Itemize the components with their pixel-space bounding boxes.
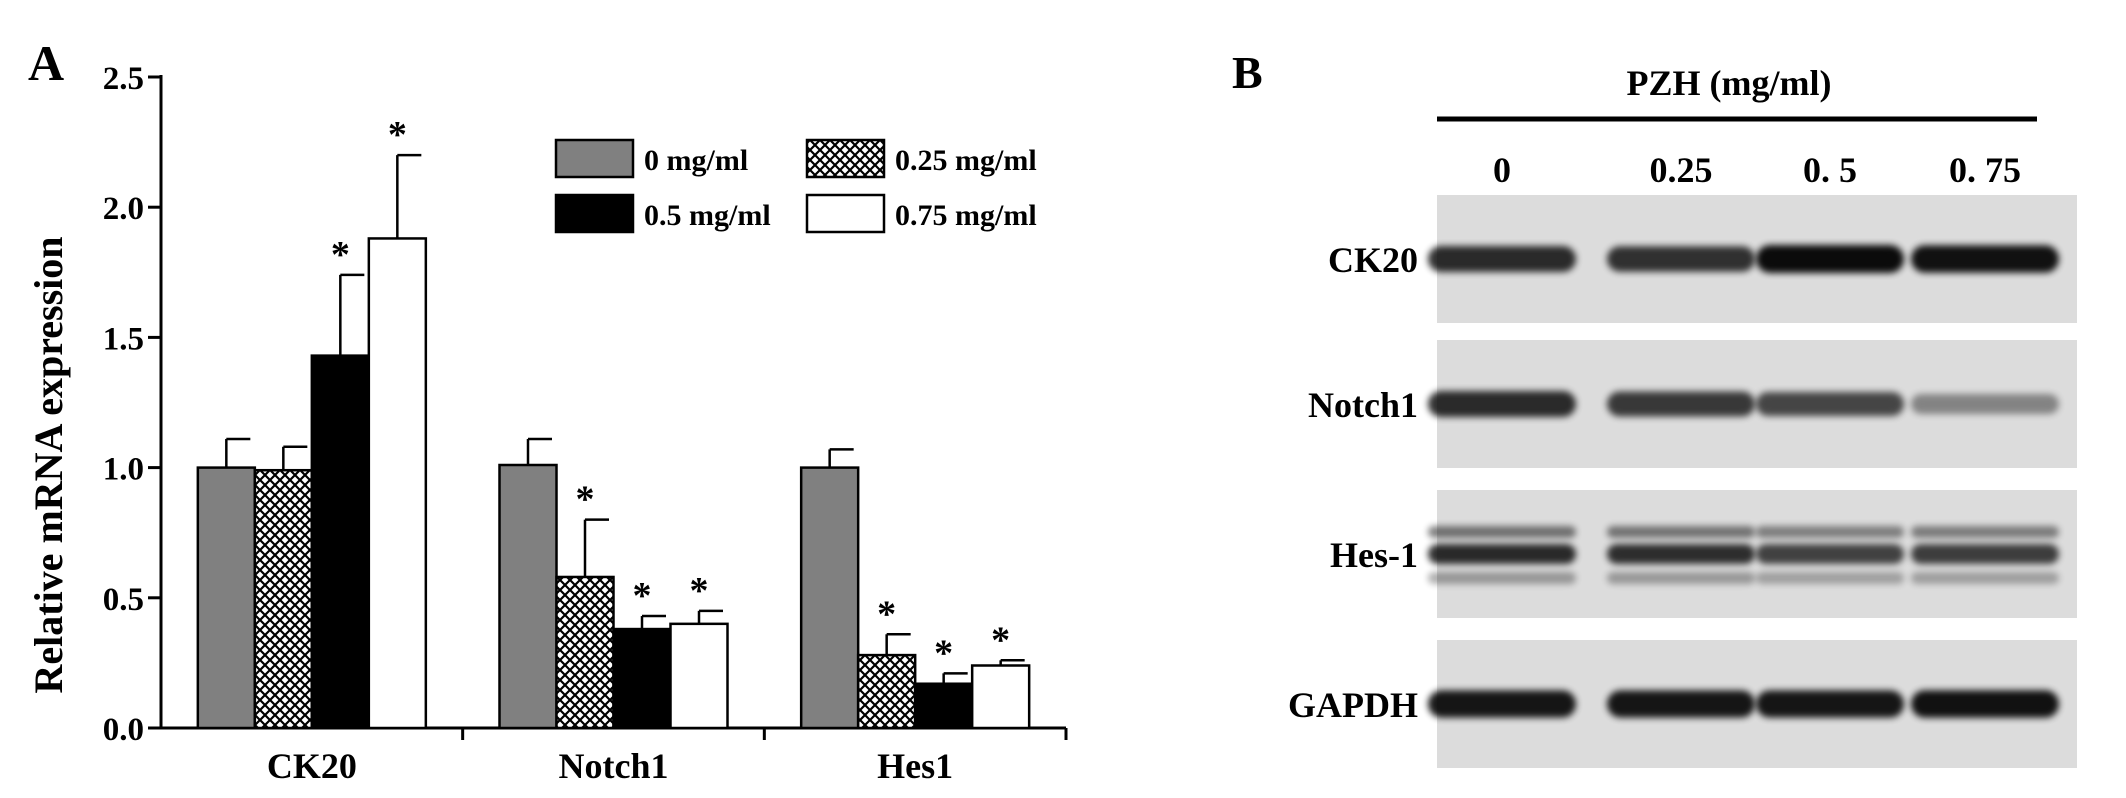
bar-series: * * * * * * * *	[196, 114, 1031, 730]
x-tick-label: Hes1	[877, 746, 953, 786]
y-tick-label: 1.5	[103, 321, 144, 357]
blot-band	[1756, 690, 1904, 718]
bar	[799, 466, 860, 730]
blot-band	[1756, 391, 1904, 417]
blot-band	[1756, 245, 1904, 273]
blot-band	[1756, 544, 1904, 564]
blot-band	[1911, 526, 2059, 538]
significance-marker: *	[388, 114, 407, 156]
panel-b-western-blot: B PZH (mg/ml) 0 0.25 0. 5 0. 75 CK20 Notch1 H…	[1232, 47, 2077, 768]
significance-marker: *	[934, 632, 953, 674]
legend: 0 mg/ml 0.25 mg/ml 0.5 mg/ml 0.75 mg/ml	[554, 138, 1037, 234]
lane-labels: 0 0.25 0. 5 0. 75	[1493, 150, 2021, 190]
y-tick-label: 2.5	[103, 61, 144, 97]
blot-hes-1: Hes-1	[1330, 490, 2077, 618]
blot-ck20: CK20	[1328, 195, 2077, 323]
significance-marker: *	[331, 234, 350, 276]
blot-label: Notch1	[1308, 385, 1418, 425]
blot-band	[1911, 245, 2059, 273]
significance-marker: *	[633, 575, 652, 617]
bar	[310, 354, 371, 730]
lane-label: 0. 75	[1949, 150, 2021, 190]
y-axis: 0.0 0.5 1.0 1.5 2.0 2.5	[103, 61, 163, 748]
blot-band	[1428, 572, 1576, 584]
legend-label: 0.5 mg/ml	[644, 199, 771, 232]
legend-swatch	[805, 138, 886, 179]
blot-band	[1911, 572, 2059, 584]
bar	[367, 237, 428, 730]
blot-gapdh: GAPDH	[1288, 640, 2077, 768]
x-axis: CK20 Notch1 Hes1	[161, 726, 1068, 786]
blot-band	[1756, 572, 1904, 584]
legend-swatch	[554, 138, 635, 179]
legend-label: 0 mg/ml	[644, 144, 748, 177]
blot-label: GAPDH	[1288, 685, 1418, 725]
blot-band	[1607, 391, 1755, 417]
blot-notch1: Notch1	[1308, 340, 2077, 468]
bar	[253, 468, 314, 730]
y-tick-label: 0.0	[103, 712, 144, 748]
y-tick-label: 0.5	[103, 582, 144, 618]
legend-label: 0.75 mg/ml	[895, 199, 1037, 232]
legend-label: 0.25 mg/ml	[895, 144, 1037, 177]
significance-marker: *	[690, 570, 709, 612]
panel-a-label: A	[28, 35, 64, 91]
blot-label: Hes-1	[1330, 535, 1418, 575]
blot-band	[1428, 526, 1576, 538]
panel-b-label: B	[1232, 47, 1263, 98]
significance-marker: *	[576, 479, 595, 521]
blot-band	[1607, 572, 1755, 584]
legend-swatch	[554, 193, 635, 234]
significance-marker: *	[877, 593, 896, 635]
blot-band	[1428, 391, 1576, 417]
lane-label: 0.25	[1650, 150, 1713, 190]
blot-band	[1911, 394, 2059, 414]
bar	[970, 664, 1031, 730]
bar	[612, 627, 672, 730]
y-axis-title: Relative mRNA expression	[26, 237, 71, 694]
y-tick-label: 2.0	[103, 191, 144, 227]
bar	[913, 682, 974, 730]
x-tick-label: Notch1	[559, 746, 669, 786]
bar	[196, 466, 257, 730]
blot-band	[1428, 544, 1576, 564]
bar	[555, 575, 615, 730]
blot-label: CK20	[1328, 240, 1418, 280]
lane-label: 0. 5	[1803, 150, 1857, 190]
blot-band	[1607, 690, 1755, 718]
blot-band	[1607, 526, 1755, 538]
legend-swatch	[805, 193, 886, 234]
blot-band	[1607, 246, 1755, 272]
blot-band	[1428, 690, 1576, 718]
blot-band	[1428, 246, 1576, 272]
x-tick-label: CK20	[267, 746, 357, 786]
blot-strips: CK20 Notch1 Hes-1 GAPDH	[1288, 195, 2077, 768]
blot-band	[1607, 544, 1755, 564]
significance-marker: *	[991, 619, 1010, 661]
panel-a-bar-chart: A Relative mRNA expression 0.0 0.5 1.0 1.5 2…	[26, 35, 1068, 786]
bar	[498, 463, 558, 730]
lane-label: 0	[1493, 150, 1511, 190]
y-tick-label: 1.0	[103, 452, 144, 488]
bar	[669, 622, 729, 730]
blot-band	[1756, 526, 1904, 538]
treatment-header: PZH (mg/ml)	[1627, 63, 1832, 103]
blot-band	[1911, 544, 2059, 564]
blot-band	[1911, 690, 2059, 718]
bar	[856, 653, 917, 730]
